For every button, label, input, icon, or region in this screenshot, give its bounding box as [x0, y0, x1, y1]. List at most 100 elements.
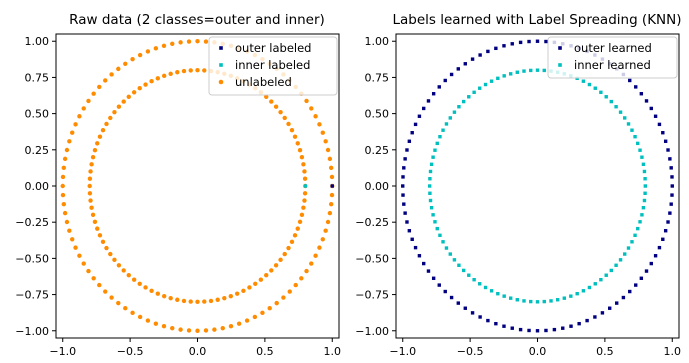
panel-2-ytick-label: 1.00: [365, 35, 390, 48]
inner-learned-point: [429, 162, 434, 166]
unlabeled-point: [108, 251, 113, 257]
unlabeled-point: [60, 192, 66, 198]
unlabeled-point: [123, 61, 128, 66]
inner-learned-point: [642, 198, 647, 203]
unlabeled-point: [181, 68, 187, 74]
panel-2-xtick-label: 0.5: [596, 345, 614, 358]
unlabeled-point: [328, 165, 334, 171]
unlabeled-point: [149, 79, 154, 84]
inner-learned-point: [496, 291, 500, 296]
outer-learned-point: [417, 114, 422, 118]
outer-learned-point: [628, 289, 632, 294]
outer-learned-point: [502, 44, 506, 48]
unlabeled-point: [97, 84, 102, 90]
unlabeled-point: [130, 310, 135, 316]
inner-learned-point: [618, 110, 623, 114]
inner-learned-point: [467, 95, 471, 99]
inner-learned-point: [636, 226, 640, 231]
panel-1-xtick-label: 0.5: [256, 345, 274, 358]
inner-learned-point: [428, 169, 433, 174]
panel-2-xtick-label: −1.0: [389, 345, 416, 358]
unlabeled-point: [286, 245, 291, 251]
unlabeled-point: [188, 68, 193, 73]
unlabeled-point: [186, 328, 192, 333]
unlabeled-point: [100, 239, 106, 244]
inner-learned-point: [593, 86, 597, 90]
outer-learned-point: [669, 166, 673, 170]
unlabeled-point: [86, 268, 91, 274]
unlabeled-point: [203, 39, 209, 44]
outer-learned-point: [413, 245, 418, 250]
unlabeled-point: [301, 205, 306, 210]
unlabeled-point: [89, 205, 94, 210]
unlabeled-point: [220, 325, 225, 331]
unlabeled-point: [62, 156, 68, 162]
unlabeled-point: [292, 233, 298, 238]
unlabeled-point: [329, 174, 335, 180]
inner-learned-point: [478, 86, 482, 90]
inner-learned-point: [642, 169, 647, 174]
unlabeled-point: [195, 328, 200, 333]
inner-labeled-legend-label: inner labeled: [235, 58, 310, 72]
outer-learned-point: [634, 283, 638, 287]
unlabeled-point: [282, 115, 287, 121]
inner-learned-point: [452, 110, 457, 114]
panel-1-ytick-label: 0.50: [25, 108, 50, 121]
unlabeled-point: [320, 237, 325, 242]
outer-learned-point: [649, 261, 653, 266]
unlabeled-point: [273, 263, 279, 268]
unlabeled-point: [170, 41, 175, 47]
outer-learned-point: [639, 92, 644, 96]
unlabeled-point: [299, 276, 304, 281]
outer-learned-point: [621, 295, 626, 300]
outer-learned-point: [518, 327, 523, 332]
unlabeled-point: [292, 134, 298, 139]
panel-1-legend-box: [208, 36, 338, 96]
unlabeled-point: [87, 176, 93, 181]
inner-learned-point: [623, 116, 627, 120]
inner-learned-point: [633, 233, 637, 238]
unlabeled-point: [309, 106, 314, 111]
inner-learned-point: [433, 220, 437, 224]
inner-learned-point: [444, 122, 449, 126]
inner-learned-point: [441, 240, 445, 244]
unlabeled-point: [188, 299, 193, 304]
unlabeled-point: [130, 56, 135, 62]
inner-learned-point: [428, 191, 432, 195]
outer-learned-point: [443, 289, 447, 294]
outer-learned-point: [577, 321, 581, 326]
unlabeled-point: [77, 114, 82, 119]
inner-learned-point: [435, 141, 439, 146]
unlabeled-point: [70, 237, 75, 242]
outer-learned-point: [403, 157, 407, 161]
outer-learned-point: [657, 245, 662, 250]
panel-2-ytick-label: 0.50: [365, 108, 390, 121]
outer-learned-point: [535, 329, 540, 333]
unlabeled-point: [244, 318, 250, 323]
unlabeled-point: [175, 70, 180, 75]
outer-learned-point: [608, 306, 612, 310]
unlabeled-point: [186, 39, 192, 44]
unlabeled-point: [87, 191, 93, 196]
inner-learned-point: [614, 105, 618, 109]
outer-learned-point: [649, 106, 653, 111]
unlabeled-point: [181, 298, 187, 304]
inner-learned-point: [529, 68, 533, 73]
outer-learned-point: [494, 321, 498, 326]
outer-learned-point: [669, 202, 673, 206]
outer-learned-point: [431, 276, 436, 280]
unlabeled-point: [281, 295, 286, 300]
unlabeled-point: [61, 165, 67, 171]
unlabeled-point: [155, 291, 161, 296]
inner-learned-point: [581, 289, 586, 293]
unlabeled-point: [104, 245, 109, 251]
unlabeled-point: [97, 282, 102, 288]
unlabeled-point: [73, 122, 78, 127]
unlabeled-point: [145, 318, 151, 323]
panel-2-xtick-label: −0.5: [457, 345, 484, 358]
inner-learned-legend-marker: [558, 63, 562, 67]
unlabeled-point: [286, 121, 291, 127]
unlabeled-legend-marker: [218, 79, 224, 85]
outer-labeled-legend-label: outer labeled: [235, 41, 311, 55]
panel-2-ytick-label: 0.25: [365, 144, 390, 157]
